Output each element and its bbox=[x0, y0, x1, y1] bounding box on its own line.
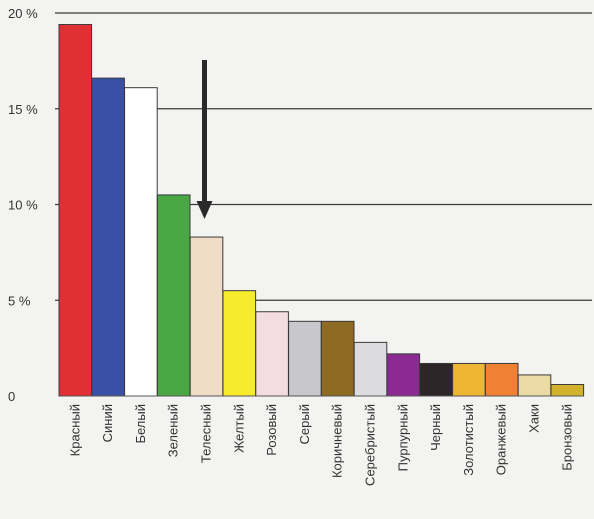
x-tick-label: Серый bbox=[297, 404, 312, 444]
y-tick-label: 15 % bbox=[8, 102, 38, 117]
y-axis-ticks: 0 5 % 10 % 15 % 20 % bbox=[8, 6, 38, 404]
x-tick-label: Пурпурный bbox=[395, 404, 410, 471]
y-tick-label: 20 % bbox=[8, 6, 38, 21]
x-tick-label: Телесный bbox=[199, 404, 214, 463]
bar bbox=[320, 320, 355, 397]
bar bbox=[550, 384, 585, 397]
x-tick-label: Зеленый bbox=[166, 404, 181, 457]
y-tick-label: 5 % bbox=[8, 293, 31, 308]
x-tick-label: Желтый bbox=[231, 404, 246, 453]
bar bbox=[452, 362, 486, 397]
bar bbox=[419, 362, 453, 397]
y-tick-label: 10 % bbox=[8, 198, 38, 213]
bar bbox=[484, 362, 519, 397]
x-tick-label: Хаки bbox=[527, 404, 542, 433]
bar bbox=[124, 87, 158, 397]
annotation-arrow bbox=[196, 60, 213, 220]
bar bbox=[222, 290, 257, 397]
bars bbox=[58, 23, 585, 397]
x-tick-label: Золотистый bbox=[461, 404, 476, 476]
bar bbox=[386, 353, 421, 397]
y-tick-label: 0 bbox=[8, 389, 15, 404]
bar bbox=[353, 341, 388, 397]
x-tick-label: Бронзовый bbox=[559, 404, 574, 471]
x-tick-label: Красный bbox=[67, 404, 82, 456]
bar bbox=[255, 311, 289, 397]
bar bbox=[189, 236, 224, 397]
x-tick-label: Белый bbox=[133, 404, 148, 444]
x-axis-labels: Красный Синий Белый Зеленый Телесный Желтый Ро… bbox=[67, 404, 574, 486]
x-tick-label: Черный bbox=[428, 404, 443, 451]
bar bbox=[288, 320, 322, 397]
bar bbox=[156, 194, 191, 397]
x-tick-label: Синий bbox=[100, 404, 115, 442]
bar bbox=[58, 23, 93, 397]
x-tick-label: Оранжевый bbox=[494, 404, 509, 475]
bar bbox=[517, 374, 552, 397]
bar bbox=[91, 77, 125, 397]
arrow-head bbox=[196, 201, 213, 220]
x-tick-label: Коричневый bbox=[330, 404, 345, 478]
x-tick-label: Серебристый bbox=[363, 404, 378, 486]
x-tick-label: Розовый bbox=[264, 404, 279, 456]
